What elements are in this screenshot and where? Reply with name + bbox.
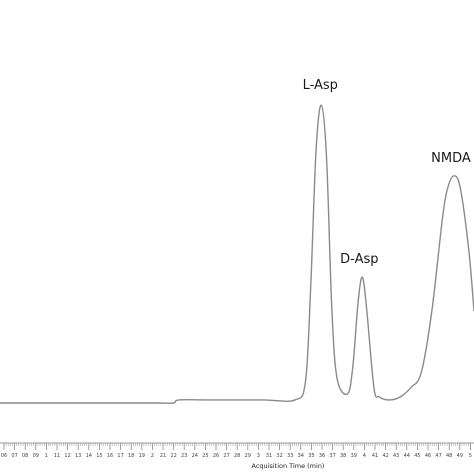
x-tick-label: 1 [45, 453, 48, 459]
peak-label-d-asp: D-Asp [340, 252, 378, 267]
x-tick-label: 08 [22, 453, 28, 459]
x-tick-label: 12 [64, 453, 70, 459]
x-tick-label: 21 [160, 453, 166, 459]
x-tick-label: 48 [446, 453, 452, 459]
x-tick-label: 11 [54, 453, 60, 459]
x-tick-label: 13 [75, 453, 81, 459]
x-tick-label: 23 [181, 453, 187, 459]
x-tick-label: 25 [202, 453, 208, 459]
x-tick-label: 14 [86, 453, 92, 459]
x-tick-label: 19 [139, 453, 145, 459]
x-tick-label: 35 [308, 453, 314, 459]
peak-labels: L-Asp D-Asp NMDA [303, 78, 471, 267]
x-tick-label: 47 [435, 453, 441, 459]
x-tick-label: 09 [33, 453, 39, 459]
x-tick-label: 36 [319, 453, 325, 459]
x-tick-label: 06 [1, 453, 7, 459]
x-tick-label: 37 [329, 453, 335, 459]
x-tick-label: 42 [382, 453, 388, 459]
x-tick-label: 31 [266, 453, 272, 459]
peak-label-l-asp: L-Asp [303, 78, 338, 93]
x-tick-label: 32 [276, 453, 282, 459]
x-tick-label: 29 [245, 453, 251, 459]
x-tick-label: 38 [340, 453, 346, 459]
x-tick-label: 2 [151, 453, 154, 459]
x-tick-label: 18 [128, 453, 134, 459]
x-tick-label: 07 [11, 453, 17, 459]
x-tick-label: 3 [257, 453, 260, 459]
x-tick-label: 17 [117, 453, 123, 459]
x-tick-label: 28 [234, 453, 240, 459]
x-tick-label: 39 [351, 453, 357, 459]
x-axis-ticks: 06 07 08 09 1 11 12 13 14 15 16 17 18 19 2 21 22 23 24 25 26… [1, 443, 472, 459]
x-tick-label: 26 [213, 453, 219, 459]
x-tick-label: 43 [393, 453, 399, 459]
x-tick-label: 15 [96, 453, 102, 459]
x-tick-label: 5 [469, 453, 472, 459]
x-tick-label: 33 [287, 453, 293, 459]
peak-label-nmda: NMDA [431, 151, 471, 166]
x-tick-label: 27 [223, 453, 229, 459]
x-tick-label: 4 [363, 453, 366, 459]
chromatogram-trace [0, 104, 474, 404]
x-tick-label: 49 [457, 453, 463, 459]
x-tick-label: 24 [192, 453, 198, 459]
x-tick-label: 22 [170, 453, 176, 459]
x-tick-label: 16 [107, 453, 113, 459]
x-tick-label: 46 [425, 453, 431, 459]
x-tick-label: 45 [414, 453, 420, 459]
x-tick-label: 34 [298, 453, 304, 459]
x-tick-label: 44 [404, 453, 410, 459]
x-tick-label: 41 [372, 453, 378, 459]
x-axis-title: Acquisition Time (min) [252, 462, 325, 470]
